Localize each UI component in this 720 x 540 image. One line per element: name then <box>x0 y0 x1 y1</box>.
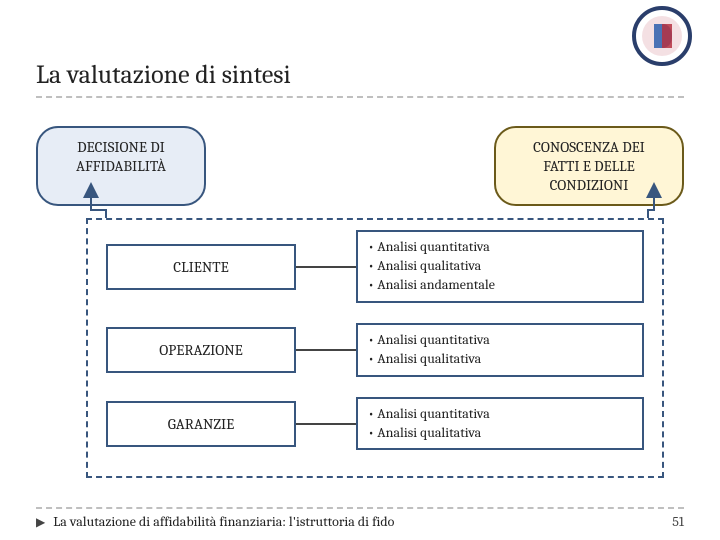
label-cliente: CLIENTE <box>106 244 296 290</box>
bullet: • Analisi quantitativa <box>368 238 632 257</box>
row-operazione: OPERAZIONE • Analisi quantitativa • Anal… <box>106 323 644 377</box>
decision-line1: DECISIONE DI <box>56 138 186 157</box>
bullet: • Analisi quantitativa <box>368 405 632 424</box>
connector <box>296 349 356 351</box>
logo-svg <box>632 6 692 66</box>
knowledge-box: CONOSCENZA DEI FATTI E DELLE CONDIZIONI <box>494 126 684 206</box>
footer-row: ▶ La valutazione di affidabilità finanzi… <box>36 513 684 530</box>
footer-subtitle: La valutazione di affidabilità finanziar… <box>53 513 394 530</box>
bullet: • Analisi quantitativa <box>368 331 632 350</box>
desc-garanzie: • Analisi quantitativa • Analisi qualita… <box>356 397 644 451</box>
play-icon: ▶ <box>36 515 45 529</box>
desc-cliente: • Analisi quantitativa • Analisi qualita… <box>356 230 644 303</box>
bullet: • Analisi qualitativa <box>368 424 632 443</box>
top-boxes-row: DECISIONE DI AFFIDABILITÀ CONOSCENZA DEI… <box>36 126 684 206</box>
page-number: 51 <box>672 513 684 530</box>
university-logo <box>632 6 692 70</box>
title-block: La valutazione di sintesi <box>36 60 684 98</box>
desc-operazione: • Analisi quantitativa • Analisi qualita… <box>356 323 644 377</box>
connector-line <box>296 349 356 351</box>
title-divider <box>36 96 684 98</box>
bullet: • Analisi qualitativa <box>368 257 632 276</box>
connector-line <box>296 423 356 425</box>
knowledge-line3: CONDIZIONI <box>514 176 664 195</box>
connector-line <box>296 266 356 268</box>
bullet: • Analisi andamentale <box>368 276 632 295</box>
connector <box>296 423 356 425</box>
diagram-area: CLIENTE • Analisi quantitativa • Analisi… <box>36 218 684 478</box>
row-garanzie: GARANZIE • Analisi quantitativa • Analis… <box>106 397 644 451</box>
label-garanzie: GARANZIE <box>106 401 296 447</box>
decision-box: DECISIONE DI AFFIDABILITÀ <box>36 126 206 206</box>
slide-root: La valutazione di sintesi DECISIONE DI A… <box>0 0 720 540</box>
diagram-rows: CLIENTE • Analisi quantitativa • Analisi… <box>106 230 644 450</box>
row-cliente: CLIENTE • Analisi quantitativa • Analisi… <box>106 230 644 303</box>
footer-divider <box>36 507 684 509</box>
footer-left: ▶ La valutazione di affidabilità finanzi… <box>36 513 394 530</box>
label-operazione: OPERAZIONE <box>106 327 296 373</box>
decision-line2: AFFIDABILITÀ <box>56 157 186 176</box>
connector <box>296 266 356 268</box>
knowledge-line2: FATTI E DELLE <box>514 157 664 176</box>
knowledge-line1: CONOSCENZA DEI <box>514 138 664 157</box>
bullet: • Analisi qualitativa <box>368 350 632 369</box>
page-title: La valutazione di sintesi <box>36 60 684 90</box>
footer: ▶ La valutazione di affidabilità finanzi… <box>36 507 684 530</box>
